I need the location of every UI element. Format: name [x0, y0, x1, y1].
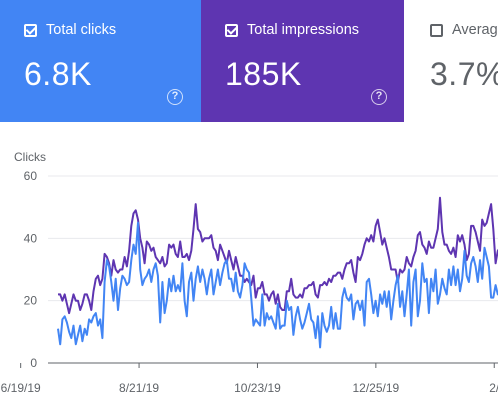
total-clicks-toggle[interactable]: Total clicks: [24, 22, 116, 38]
total-impressions-line: [58, 196, 498, 315]
checkbox-checked-icon[interactable]: [225, 23, 238, 37]
y-tick-label: 60: [24, 169, 38, 183]
checkbox-unchecked-icon[interactable]: [430, 23, 443, 37]
x-tick-label: 10/23/19: [234, 381, 281, 395]
chart-series: [57, 196, 498, 349]
chart-grid: [48, 175, 498, 364]
performance-line-chart: Clicks 0 20 40 60 6/19/19 8/21/19 10/23/19 12/…: [1, 150, 498, 395]
y-tick-label: 20: [24, 294, 38, 308]
x-tick-label: 12/25/19: [352, 381, 399, 395]
total-impressions-label: Total impressions: [247, 22, 360, 38]
average-ctr-card[interactable]: Average CTR 3.7%: [404, 0, 498, 122]
y-tick-label: 0: [30, 356, 37, 370]
total-clicks-line: [57, 221, 498, 349]
total-clicks-label: Total clicks: [46, 22, 117, 38]
y-tick-label: 40: [24, 231, 38, 245]
total-impressions-card[interactable]: Total impressions 185K ?: [201, 0, 404, 122]
average-ctr-value: 3.7%: [430, 56, 498, 92]
total-impressions-value: 185K: [225, 56, 302, 92]
total-clicks-card[interactable]: Total clicks 6.8K ?: [0, 0, 201, 122]
total-clicks-value: 6.8K: [24, 56, 92, 92]
help-circle-icon[interactable]: ?: [167, 89, 183, 105]
average-ctr-label: Average CTR: [452, 22, 498, 38]
x-tick-label: 8/21/19: [119, 381, 159, 395]
checkbox-checked-icon[interactable]: [24, 23, 37, 37]
total-impressions-toggle[interactable]: Total impressions: [225, 22, 359, 38]
help-circle-icon[interactable]: ?: [371, 89, 387, 105]
x-axis-ticks: 6/19/19 8/21/19 10/23/19 12/25/19 2/: [1, 363, 498, 395]
x-tick-label: 2/: [489, 381, 498, 395]
y-axis-title: Clicks: [14, 150, 46, 164]
x-tick-label: 6/19/19: [1, 381, 41, 395]
average-ctr-toggle[interactable]: Average CTR: [430, 22, 498, 38]
y-axis-ticks: 0 20 40 60: [24, 169, 38, 370]
